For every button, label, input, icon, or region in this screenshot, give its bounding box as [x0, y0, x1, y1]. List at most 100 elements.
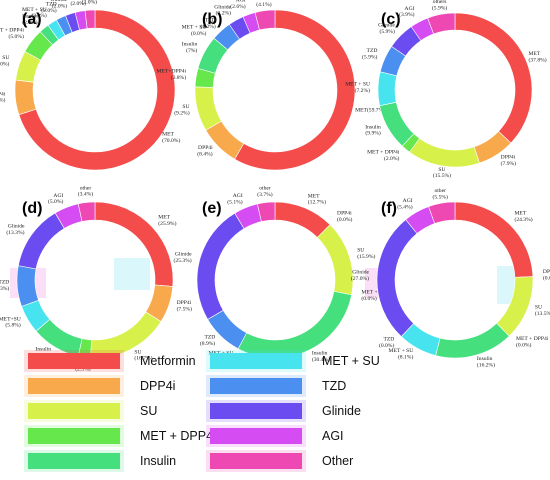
- slice-label-oth: other(4.1%): [256, 0, 272, 8]
- slice-label-gli: Glinide (3.2%): [214, 4, 231, 16]
- legend-label-metsu: MET + SU: [322, 354, 380, 368]
- slice-label-dpp4: DPP4i (7.9%): [501, 154, 517, 166]
- slice-label-metdpp: MET + DPP4i (2.0%): [367, 150, 400, 162]
- legend-swatch-su: [28, 403, 120, 419]
- panel-label: (f): [381, 200, 397, 217]
- slice-label-gli: Glinide (27.0%): [351, 270, 370, 282]
- slice-label-oth: other (3.4%): [78, 185, 94, 197]
- slice-label-dpp4: DPP4i(7.0%): [0, 91, 6, 103]
- slice-label-su: SU (15.9%): [357, 247, 375, 259]
- slice-label-tzd: TZD (2.0%): [41, 1, 57, 13]
- slice-su: [409, 137, 480, 168]
- slice-label-tzd: TZD (0.0%): [379, 337, 395, 349]
- slice-met: [234, 9, 356, 171]
- slice-ins: [379, 101, 415, 147]
- slice-label-agi: AGI (5.1%): [227, 193, 243, 205]
- slice-oth: [84, 9, 96, 29]
- slice-gli: [17, 212, 65, 270]
- slice-label-dpp4: DPP4i(0.0%): [543, 269, 550, 281]
- legend-label-met: Metformin: [140, 354, 196, 368]
- legend-label-metdpp: MET + DPP4i: [140, 429, 216, 443]
- donut-panel-0: (a) MET(70.0%) DPP4i(7.0%) SU(6.0%) MET + DP…: [0, 0, 180, 171]
- slice-label-gli: Glinide (13.3%): [6, 224, 25, 236]
- legend-label-ins: Insulin: [140, 454, 176, 468]
- slice-su: [194, 86, 222, 131]
- legend-label-su: SU: [140, 404, 157, 418]
- slice-label-metsu: MET + SU (7.2%): [345, 81, 370, 93]
- slice-met: [18, 9, 176, 171]
- legend-label-tzd: TZD: [322, 379, 346, 393]
- slice-label-metdpp: MET + DPP4i (0.0%): [516, 336, 549, 348]
- slice-label-metsu: MET + SU(0.0%): [182, 25, 207, 37]
- slice-ins: [237, 291, 352, 359]
- slice-met: [274, 201, 331, 238]
- slice-label-metsu: MET + SU (8.1%): [389, 348, 414, 360]
- legend-swatch-ins: [28, 453, 120, 469]
- slice-label-dpp4: DPP4i (7.5%): [177, 300, 193, 312]
- slice-label-agi: AGI (5.0%): [48, 193, 64, 205]
- slice-label-su: SU (16.7%): [134, 349, 152, 361]
- legend-label-gli: Glinide: [322, 404, 361, 418]
- legend-swatch-gli: [210, 403, 302, 419]
- slice-label-gli: Glinide (25.3%): [173, 252, 192, 264]
- slice-met: [454, 12, 533, 144]
- slice-label-ins: Insulin (7%): [182, 41, 198, 53]
- slice-label-agi: AGI (3.9%): [399, 6, 415, 18]
- legend-label-agi: AGI: [322, 429, 344, 443]
- slice-label-su: SU(6.0%): [0, 55, 10, 67]
- legend-swatch-metdpp: [28, 428, 120, 444]
- legend-swatch-agi: [210, 428, 302, 444]
- slice-label-dpp4: DPP4i(0.0%): [337, 210, 353, 222]
- slice-label-metdpp: MET + DPP4i(5.0%): [0, 28, 24, 40]
- slice-label-agi: AGI (5.4%): [397, 198, 413, 210]
- slice-oth: [254, 9, 276, 31]
- slice-label-metsu: MET+SU (5.8%): [0, 316, 21, 328]
- slice-dpp4: [14, 79, 37, 116]
- slice-label-oth: other (3.7%): [257, 185, 273, 197]
- slice-metsu: [377, 71, 398, 107]
- slice-tzd: [16, 265, 39, 307]
- slice-label-su: SU(13.5%): [535, 305, 550, 317]
- slice-label-oth: others (5.9%): [432, 0, 448, 12]
- slice-oth: [428, 201, 456, 224]
- slice-su: [316, 224, 354, 296]
- donut-panel-3: (d)MET(25.9%)DPP4i(7.5%)SU(16.7%)MET + D…: [0, 185, 192, 372]
- slice-gli: [196, 212, 245, 320]
- slice-label-tzd: TZD(8.3%): [0, 280, 9, 292]
- slice-label-met: MET (37.8%): [529, 51, 547, 63]
- slice-label-met: MET (25.9%): [158, 215, 176, 227]
- slice-label-ins: Insulin (2.0%): [22, 13, 38, 25]
- slice-label-gli: Glinide (5.9%): [378, 23, 395, 35]
- slice-label-oth: other (5.5%): [433, 188, 449, 200]
- slice-label-ins: Insulin (9.9%): [365, 124, 381, 136]
- legend-label-dpp4: DPP4i: [140, 379, 175, 393]
- slice-label-agi: AGI (2.6%): [230, 0, 246, 10]
- slice-label-ins: Insulin (16.2%): [477, 356, 495, 368]
- slice-label-agi: AGI(2.0%): [70, 0, 86, 7]
- slice-label-su: SU (9.2%): [174, 104, 190, 116]
- panel-label: (e): [202, 200, 222, 217]
- legend-label-oth: Other: [322, 454, 353, 468]
- legend-swatch-tzd: [210, 378, 302, 394]
- slice-label-gli: Glinide (2.0%): [50, 0, 67, 10]
- legend: Metformin DPP4i SU MET + DPP4i Insulin MET + …: [24, 350, 380, 472]
- highlight-box: [114, 258, 150, 290]
- legend-swatch-oth: [210, 453, 302, 469]
- slice-oth: [257, 201, 276, 222]
- panel-label: (c): [381, 11, 401, 28]
- legend-swatch-dpp4: [28, 378, 120, 394]
- slice-label-metsu: MET + SU (2.0%): [22, 7, 47, 19]
- slice-label-metdpp: MET+DPP4i (3.8%): [157, 69, 187, 81]
- panel-label: (b): [202, 11, 222, 28]
- panel-label: (d): [22, 200, 42, 217]
- slice-label-met: MET (12.7%): [308, 193, 326, 205]
- legend-swatch-metsu: [210, 353, 302, 369]
- slice-label-su: SU (15.5%): [433, 167, 451, 179]
- slice-oth: [427, 12, 456, 35]
- donut-panel-4: (e)MET (12.7%)DPP4i (0.0%)SU (15.9%)MET + D…: [173, 185, 394, 363]
- slice-ins: [435, 322, 510, 359]
- slice-label-met: MET (70.0%): [162, 132, 180, 144]
- panel-label: (a): [22, 11, 42, 28]
- slice-label-tzd: TZD (5.9%): [362, 48, 378, 60]
- donut-panel-2: (c) MET (37.8%) DPP4i (7.9%) SU (15.5%) MET + D…: [345, 0, 547, 179]
